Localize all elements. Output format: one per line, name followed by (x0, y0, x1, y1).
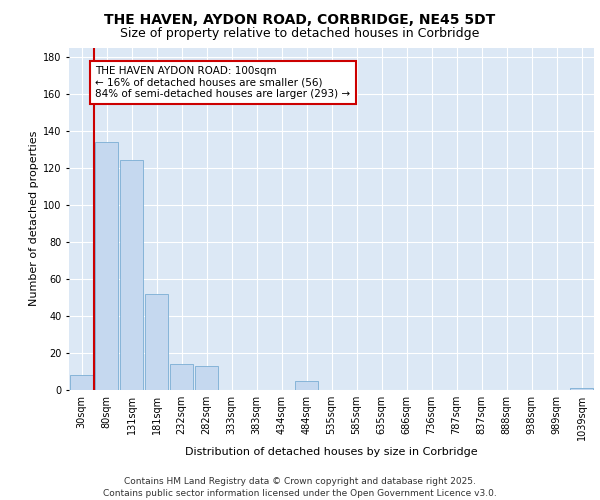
Bar (295, 380, 319, 390)
Y-axis label: Number of detached properties: Number of detached properties (29, 131, 38, 306)
Bar (194, 366, 218, 390)
Bar (119, 160, 143, 390)
Bar (170, 364, 193, 390)
Bar (145, 294, 169, 390)
Text: THE HAVEN AYDON ROAD: 100sqm
← 16% of detached houses are smaller (56)
84% of se: THE HAVEN AYDON ROAD: 100sqm ← 16% of de… (95, 66, 350, 99)
Bar (569, 388, 593, 390)
Bar (95, 142, 118, 390)
Text: THE HAVEN, AYDON ROAD, CORBRIDGE, NE45 5DT: THE HAVEN, AYDON ROAD, CORBRIDGE, NE45 5… (104, 12, 496, 26)
X-axis label: Distribution of detached houses by size in Corbridge: Distribution of detached houses by size … (185, 447, 478, 457)
Bar (70, 375, 94, 390)
Text: Contains HM Land Registry data © Crown copyright and database right 2025.
Contai: Contains HM Land Registry data © Crown c… (103, 476, 497, 498)
Text: Size of property relative to detached houses in Corbridge: Size of property relative to detached ho… (121, 28, 479, 40)
